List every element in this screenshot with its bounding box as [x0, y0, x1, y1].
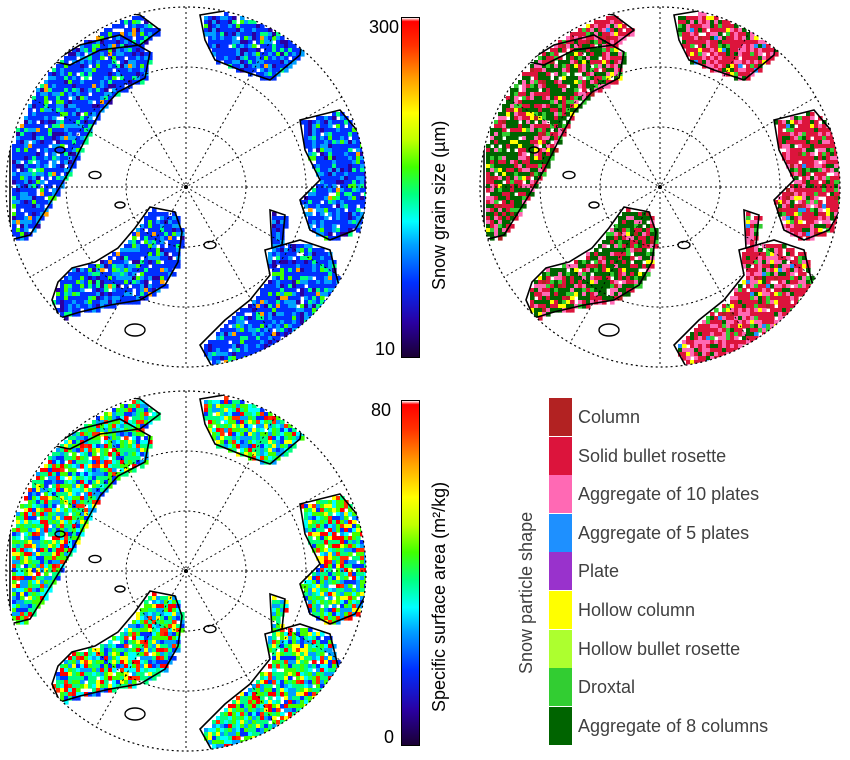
legend-title: Snow particle shape — [516, 511, 536, 674]
ssa-map — [5, 390, 367, 752]
legend-item: Solid bullet rosette — [549, 436, 806, 475]
grain-size-colorbar-title: Snow grain size (µm) — [429, 120, 449, 290]
legend-item: Droxtal — [549, 668, 806, 707]
map-boundary — [479, 6, 841, 368]
grain-size-colorbar — [401, 17, 420, 358]
grain-size-min-label: 10 — [375, 339, 396, 359]
grain-size-map — [5, 6, 367, 368]
legend-label: Hollow column — [578, 600, 696, 620]
legend-swatch — [549, 436, 572, 475]
ssa-max-label: 80 — [371, 400, 392, 420]
ssa-colorbar-title: Specific surface area (m²/kg) — [429, 481, 449, 712]
legend-item: Hollow bullet rosette — [549, 629, 806, 668]
legend-item: Column — [549, 398, 806, 436]
snow-field — [12, 396, 366, 751]
shape-map — [479, 6, 841, 368]
legend-swatch — [549, 475, 572, 514]
ssa-colorbar — [401, 400, 420, 746]
legend-label: Column — [578, 407, 641, 427]
legend-swatch — [549, 629, 572, 668]
legend-swatch — [549, 668, 572, 707]
legend-label: Hollow bullet rosette — [578, 638, 741, 659]
grain-size-max-label: 300 — [369, 17, 400, 37]
legend-label: Aggregate of 10 plates — [578, 484, 760, 505]
legend-label: Plate — [578, 561, 620, 582]
graticule — [6, 391, 366, 751]
legend-swatch — [549, 552, 572, 591]
graticule — [6, 7, 366, 367]
shape-legend: Column Solid bullet rosette Aggregate of 1… — [549, 398, 806, 746]
legend-label: Aggregate of 5 plates — [578, 522, 750, 543]
snow-field — [486, 12, 840, 367]
map-boundary — [5, 390, 367, 752]
legend-item: Aggregate of 8 columns — [549, 706, 806, 745]
legend-label: Solid bullet rosette — [578, 445, 727, 466]
map-boundary — [5, 6, 367, 368]
legend-swatch — [549, 513, 572, 552]
legend-swatch — [549, 398, 572, 436]
legend-item: Aggregate of 5 plates — [549, 513, 806, 552]
legend-item: Hollow column — [549, 591, 806, 629]
ssa-min-label: 0 — [384, 727, 395, 747]
legend-item: Plate — [549, 552, 806, 591]
legend-item: Aggregate of 10 plates — [549, 475, 806, 514]
legend-swatch — [549, 591, 572, 629]
snow-field — [12, 12, 366, 367]
graticule — [480, 7, 840, 367]
legend-label: Droxtal — [578, 677, 636, 698]
legend-label: Aggregate of 8 columns — [578, 715, 769, 736]
legend-swatch — [549, 706, 572, 745]
